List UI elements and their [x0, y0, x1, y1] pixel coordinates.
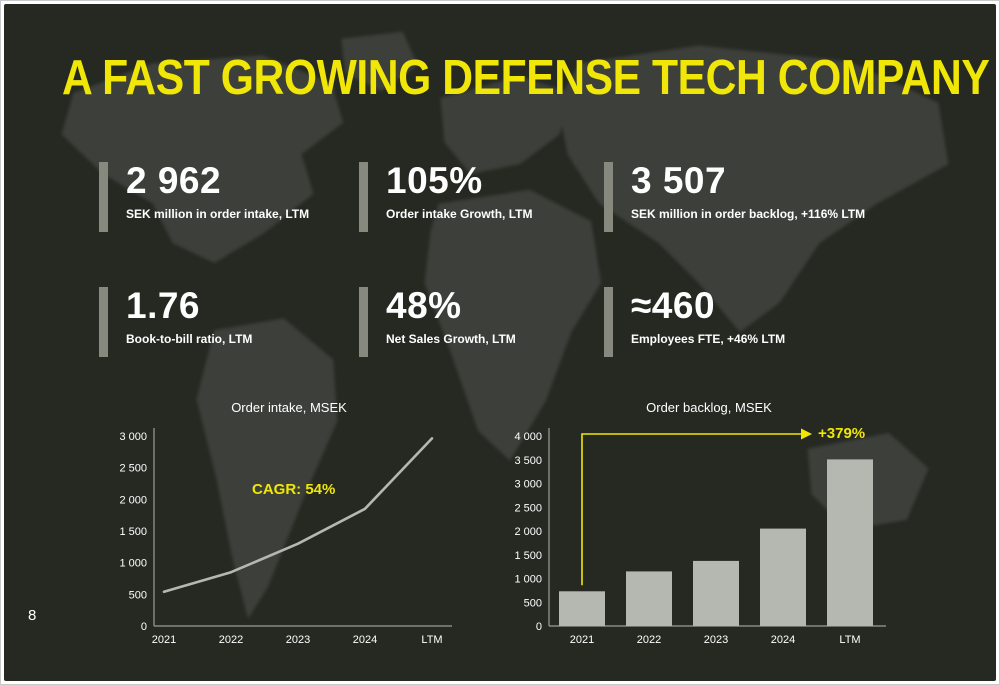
world-map-background — [61, 31, 949, 619]
backlog-chart-title: Order backlog, MSEK — [646, 400, 772, 415]
kpi-text: 1.76 Book-to-bill ratio, LTM — [126, 285, 253, 357]
kpi-value: 1.76 — [126, 285, 201, 326]
intake-x-tick: 2021 — [152, 634, 176, 646]
backlog-y-tick: 1 000 — [514, 574, 542, 586]
backlog-bar — [559, 591, 605, 626]
kpi-text: 105% Order intake Growth, LTM — [386, 160, 533, 232]
kpi-order-intake: 2 962 SEK million in order intake, LTM — [99, 160, 310, 232]
kpi-label: Net Sales Growth, LTM — [386, 331, 516, 346]
intake-chart-title: Order intake, MSEK — [231, 400, 347, 415]
page-number: 8 — [28, 607, 37, 624]
cagr-annotation: CAGR: 54% — [252, 481, 336, 498]
kpi-book-to-bill: 1.76 Book-to-bill ratio, LTM — [99, 285, 253, 357]
kpi-employees: ≈460 Employees FTE, +46% LTM — [604, 285, 786, 357]
kpi-value: 105% — [386, 160, 483, 201]
intake-y-tick: 1 000 — [119, 558, 147, 570]
intake-y-tick: 2 000 — [119, 494, 147, 506]
kpi-label: Book-to-bill ratio, LTM — [126, 331, 253, 346]
intake-y-tick: 3 000 — [119, 431, 147, 443]
kpi-text: 48% Net Sales Growth, LTM — [386, 285, 516, 357]
kpi-order-intake-growth: 105% Order intake Growth, LTM — [359, 160, 533, 232]
order-backlog-bar-chart: Order backlog, MSEK 4 000 3 500 3 000 2 500… — [514, 400, 886, 646]
growth-arrow-head — [801, 428, 812, 440]
kpi-order-backlog: 3 507 SEK million in order backlog, +116… — [604, 160, 866, 232]
kpi-accent-bar — [359, 287, 368, 357]
continent-greenland — [341, 31, 418, 91]
backlog-x-tick: 2023 — [704, 634, 728, 646]
intake-y-tick: 1 500 — [119, 526, 147, 538]
intake-x-tick: 2023 — [286, 634, 310, 646]
backlog-x-tick: 2021 — [570, 634, 594, 646]
backlog-y-tick: 3 500 — [514, 455, 542, 467]
intake-x-tick: LTM — [421, 634, 442, 646]
slide: A FAST GROWING DEFENSE TECH COMPANY 2 96… — [4, 4, 996, 681]
continent-europe — [440, 76, 572, 174]
kpi-label: SEK million in order intake, LTM — [126, 206, 310, 221]
backlog-bar — [760, 528, 806, 626]
continent-africa — [424, 189, 602, 461]
backlog-bar — [693, 560, 739, 626]
backlog-bar — [827, 459, 873, 626]
kpi-value: 3 507 — [631, 160, 727, 201]
intake-line — [162, 437, 434, 594]
kpi-value: 2 962 — [126, 160, 222, 201]
kpi-label: Employees FTE, +46% LTM — [631, 331, 786, 346]
kpi-text: ≈460 Employees FTE, +46% LTM — [631, 285, 786, 357]
slide-title: A FAST GROWING DEFENSE TECH COMPANY — [62, 51, 990, 105]
kpi-text: 2 962 SEK million in order intake, LTM — [126, 160, 310, 232]
intake-x-tick: 2022 — [219, 634, 243, 646]
continent-north-america — [61, 55, 344, 263]
intake-y-tick: 2 500 — [119, 463, 147, 475]
backlog-x-tick: 2024 — [771, 634, 795, 646]
backlog-y-tick: 4 000 — [514, 431, 542, 443]
continent-south-america — [196, 318, 338, 619]
backlog-growth-annotation: +379% — [818, 425, 866, 442]
kpi-accent-bar — [99, 162, 108, 232]
backlog-bar — [626, 571, 672, 626]
backlog-y-tick: 2 000 — [514, 526, 542, 538]
order-intake-line-chart: Order intake, MSEK 3 000 2 500 2 000 1 500 1… — [119, 400, 452, 646]
backlog-x-tick: LTM — [839, 634, 860, 646]
kpi-accent-bar — [604, 162, 613, 232]
kpi-accent-bar — [99, 287, 108, 357]
growth-arrow-line — [581, 433, 801, 586]
kpi-label: Order intake Growth, LTM — [386, 206, 533, 221]
backlog-y-tick: 500 — [524, 597, 542, 609]
backlog-x-tick: 2022 — [637, 634, 661, 646]
backlog-y-tick: 2 500 — [514, 502, 542, 514]
continent-asia — [557, 45, 949, 333]
intake-y-tick: 500 — [129, 589, 147, 601]
kpi-text: 3 507 SEK million in order backlog, +116… — [631, 160, 866, 232]
backlog-y-tick: 0 — [536, 621, 542, 633]
backlog-y-tick: 3 000 — [514, 479, 542, 491]
intake-x-tick: 2024 — [353, 634, 377, 646]
kpi-accent-bar — [604, 287, 613, 357]
kpi-net-sales-growth: 48% Net Sales Growth, LTM — [359, 285, 516, 357]
kpi-value: 48% — [386, 285, 462, 326]
kpi-value: ≈460 — [631, 285, 716, 326]
backlog-y-tick: 1 500 — [514, 550, 542, 562]
kpi-label: SEK million in order backlog, +116% LTM — [631, 206, 866, 221]
kpi-accent-bar — [359, 162, 368, 232]
intake-y-tick: 0 — [141, 621, 147, 633]
